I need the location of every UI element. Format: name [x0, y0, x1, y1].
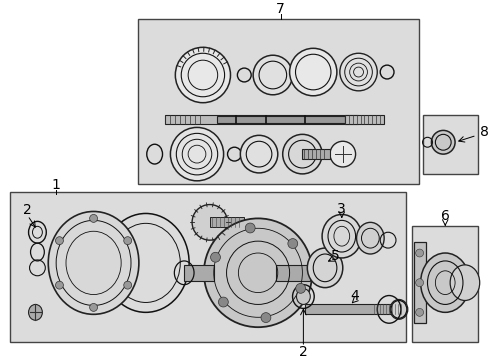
- Ellipse shape: [289, 48, 336, 96]
- Ellipse shape: [253, 55, 292, 95]
- Text: 7: 7: [276, 2, 285, 16]
- Ellipse shape: [123, 237, 131, 244]
- Ellipse shape: [306, 248, 342, 288]
- Ellipse shape: [287, 239, 297, 248]
- Ellipse shape: [420, 253, 469, 312]
- Ellipse shape: [356, 222, 384, 254]
- Bar: [302, 149, 329, 159]
- Bar: [184, 265, 213, 281]
- Ellipse shape: [89, 303, 97, 311]
- Ellipse shape: [210, 252, 220, 262]
- Ellipse shape: [170, 127, 223, 181]
- Bar: [209, 217, 244, 227]
- Bar: [275, 265, 310, 281]
- Text: 6: 6: [440, 210, 449, 224]
- Text: 2: 2: [298, 345, 307, 359]
- Ellipse shape: [203, 219, 312, 327]
- Ellipse shape: [339, 53, 376, 91]
- Bar: [422, 114, 477, 174]
- Bar: [216, 116, 344, 123]
- Bar: [138, 19, 418, 184]
- Bar: [344, 114, 384, 125]
- Ellipse shape: [175, 47, 230, 103]
- Bar: [411, 226, 477, 342]
- Ellipse shape: [218, 297, 228, 307]
- Ellipse shape: [415, 279, 423, 287]
- Text: 1: 1: [52, 178, 61, 192]
- Bar: [165, 114, 357, 125]
- Ellipse shape: [430, 130, 454, 154]
- Ellipse shape: [295, 283, 305, 293]
- Ellipse shape: [282, 134, 322, 174]
- Ellipse shape: [261, 312, 270, 323]
- Ellipse shape: [48, 211, 139, 314]
- Text: 8: 8: [479, 125, 488, 139]
- Ellipse shape: [123, 281, 131, 289]
- Ellipse shape: [245, 223, 255, 233]
- Text: 3: 3: [337, 202, 346, 216]
- Bar: [305, 305, 393, 314]
- Ellipse shape: [296, 289, 310, 305]
- Ellipse shape: [389, 300, 407, 319]
- Ellipse shape: [89, 215, 97, 222]
- Ellipse shape: [240, 135, 277, 173]
- Ellipse shape: [322, 215, 361, 258]
- Text: 2: 2: [23, 203, 32, 217]
- Ellipse shape: [415, 309, 423, 316]
- Ellipse shape: [56, 281, 63, 289]
- Ellipse shape: [56, 237, 63, 244]
- Ellipse shape: [449, 265, 479, 301]
- Ellipse shape: [28, 305, 42, 320]
- Bar: [10, 192, 405, 342]
- Text: 4: 4: [349, 288, 358, 302]
- Ellipse shape: [415, 249, 423, 257]
- Text: 5: 5: [330, 249, 339, 263]
- Ellipse shape: [329, 141, 355, 167]
- Ellipse shape: [192, 204, 227, 240]
- Bar: [413, 242, 425, 323]
